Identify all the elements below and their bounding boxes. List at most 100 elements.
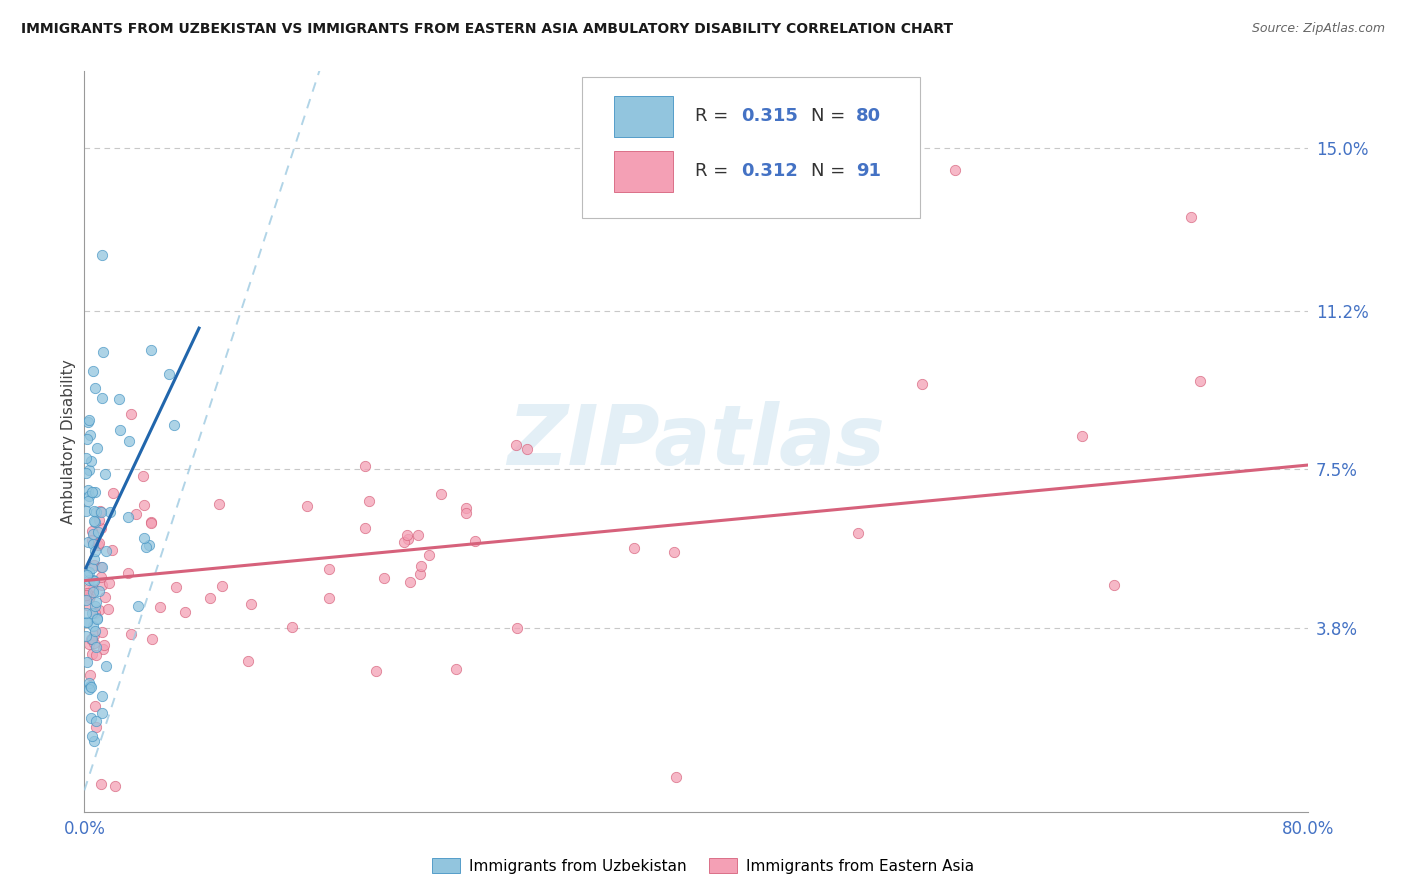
Point [516, 442, 538, 456]
Point [80, 607, 103, 621]
Point [84, 624, 107, 638]
Point [75, 451, 97, 466]
Point [174, 606, 197, 620]
Point [198, 591, 221, 605]
Point [82, 573, 104, 587]
Text: 91: 91 [856, 162, 882, 180]
Point [76, 615, 98, 629]
Point [409, 566, 432, 581]
Point [406, 528, 429, 542]
Point [318, 591, 340, 605]
Point [409, 558, 432, 573]
Point [80, 647, 103, 661]
Point [76, 655, 98, 669]
Point [125, 507, 148, 521]
Point [132, 469, 155, 483]
Point [505, 438, 527, 452]
Point [120, 627, 142, 641]
Point [90, 248, 112, 262]
Text: R =: R = [695, 162, 734, 180]
Y-axis label: Ambulatory Disability: Ambulatory Disability [60, 359, 76, 524]
Point [139, 343, 162, 357]
Text: N =: N = [811, 107, 851, 125]
Point [943, 162, 966, 177]
Point [77, 412, 100, 426]
FancyBboxPatch shape [582, 77, 920, 218]
Point [83, 381, 105, 395]
Point [101, 542, 124, 557]
Point [1102, 578, 1125, 592]
Point [94, 658, 117, 673]
Point [97, 601, 120, 615]
Point [399, 574, 422, 589]
Point [846, 526, 869, 541]
Point [157, 367, 180, 381]
Point [86, 612, 108, 626]
Point [118, 434, 141, 448]
Point [464, 534, 486, 549]
Point [98, 504, 121, 518]
Point [75, 592, 97, 607]
Point [75, 615, 97, 630]
FancyBboxPatch shape [614, 152, 672, 192]
Point [79, 589, 101, 603]
Point [117, 510, 139, 524]
Point [76, 586, 98, 600]
Point [97, 575, 120, 590]
Point [86, 442, 108, 456]
Point [87, 603, 110, 617]
Point [82, 524, 104, 538]
Point [1180, 210, 1202, 224]
Point [90, 690, 112, 704]
Point [83, 515, 105, 529]
Point [418, 548, 440, 562]
Point [83, 734, 105, 748]
Text: R =: R = [695, 107, 734, 125]
Point [91, 625, 114, 640]
Point [297, 500, 319, 514]
Point [75, 588, 97, 602]
Point [392, 534, 415, 549]
Point [80, 632, 103, 647]
Point [84, 485, 107, 500]
Point [163, 417, 186, 432]
Point [90, 776, 112, 790]
Point [83, 636, 105, 650]
Point [93, 467, 115, 481]
Point [87, 538, 110, 552]
Point [135, 541, 157, 555]
Point [662, 545, 685, 559]
Text: IMMIGRANTS FROM UZBEKISTAN VS IMMIGRANTS FROM EASTERN ASIA AMBULATORY DISABILITY: IMMIGRANTS FROM UZBEKISTAN VS IMMIGRANTS… [21, 22, 953, 37]
Point [87, 525, 110, 540]
Point [79, 489, 101, 503]
Point [75, 606, 97, 620]
Point [149, 599, 172, 614]
Text: N =: N = [811, 162, 851, 180]
Text: 0.312: 0.312 [741, 162, 799, 180]
Point [373, 571, 395, 585]
Point [83, 574, 105, 589]
Point [89, 536, 111, 550]
Point [165, 580, 187, 594]
Point [79, 591, 101, 605]
Point [138, 538, 160, 552]
Point [82, 582, 104, 596]
Text: 80: 80 [856, 107, 882, 125]
Point [83, 699, 105, 714]
Text: 0.315: 0.315 [741, 107, 799, 125]
Point [76, 415, 98, 429]
Point [141, 632, 163, 646]
Point [139, 516, 162, 531]
Point [80, 729, 103, 743]
Point [84, 544, 107, 558]
Point [77, 463, 100, 477]
FancyBboxPatch shape [614, 95, 672, 136]
Point [117, 566, 139, 581]
Point [1189, 375, 1212, 389]
Point [91, 344, 114, 359]
Point [396, 528, 419, 542]
Point [132, 531, 155, 545]
Point [108, 392, 131, 406]
Point [75, 629, 97, 643]
Point [359, 494, 381, 508]
